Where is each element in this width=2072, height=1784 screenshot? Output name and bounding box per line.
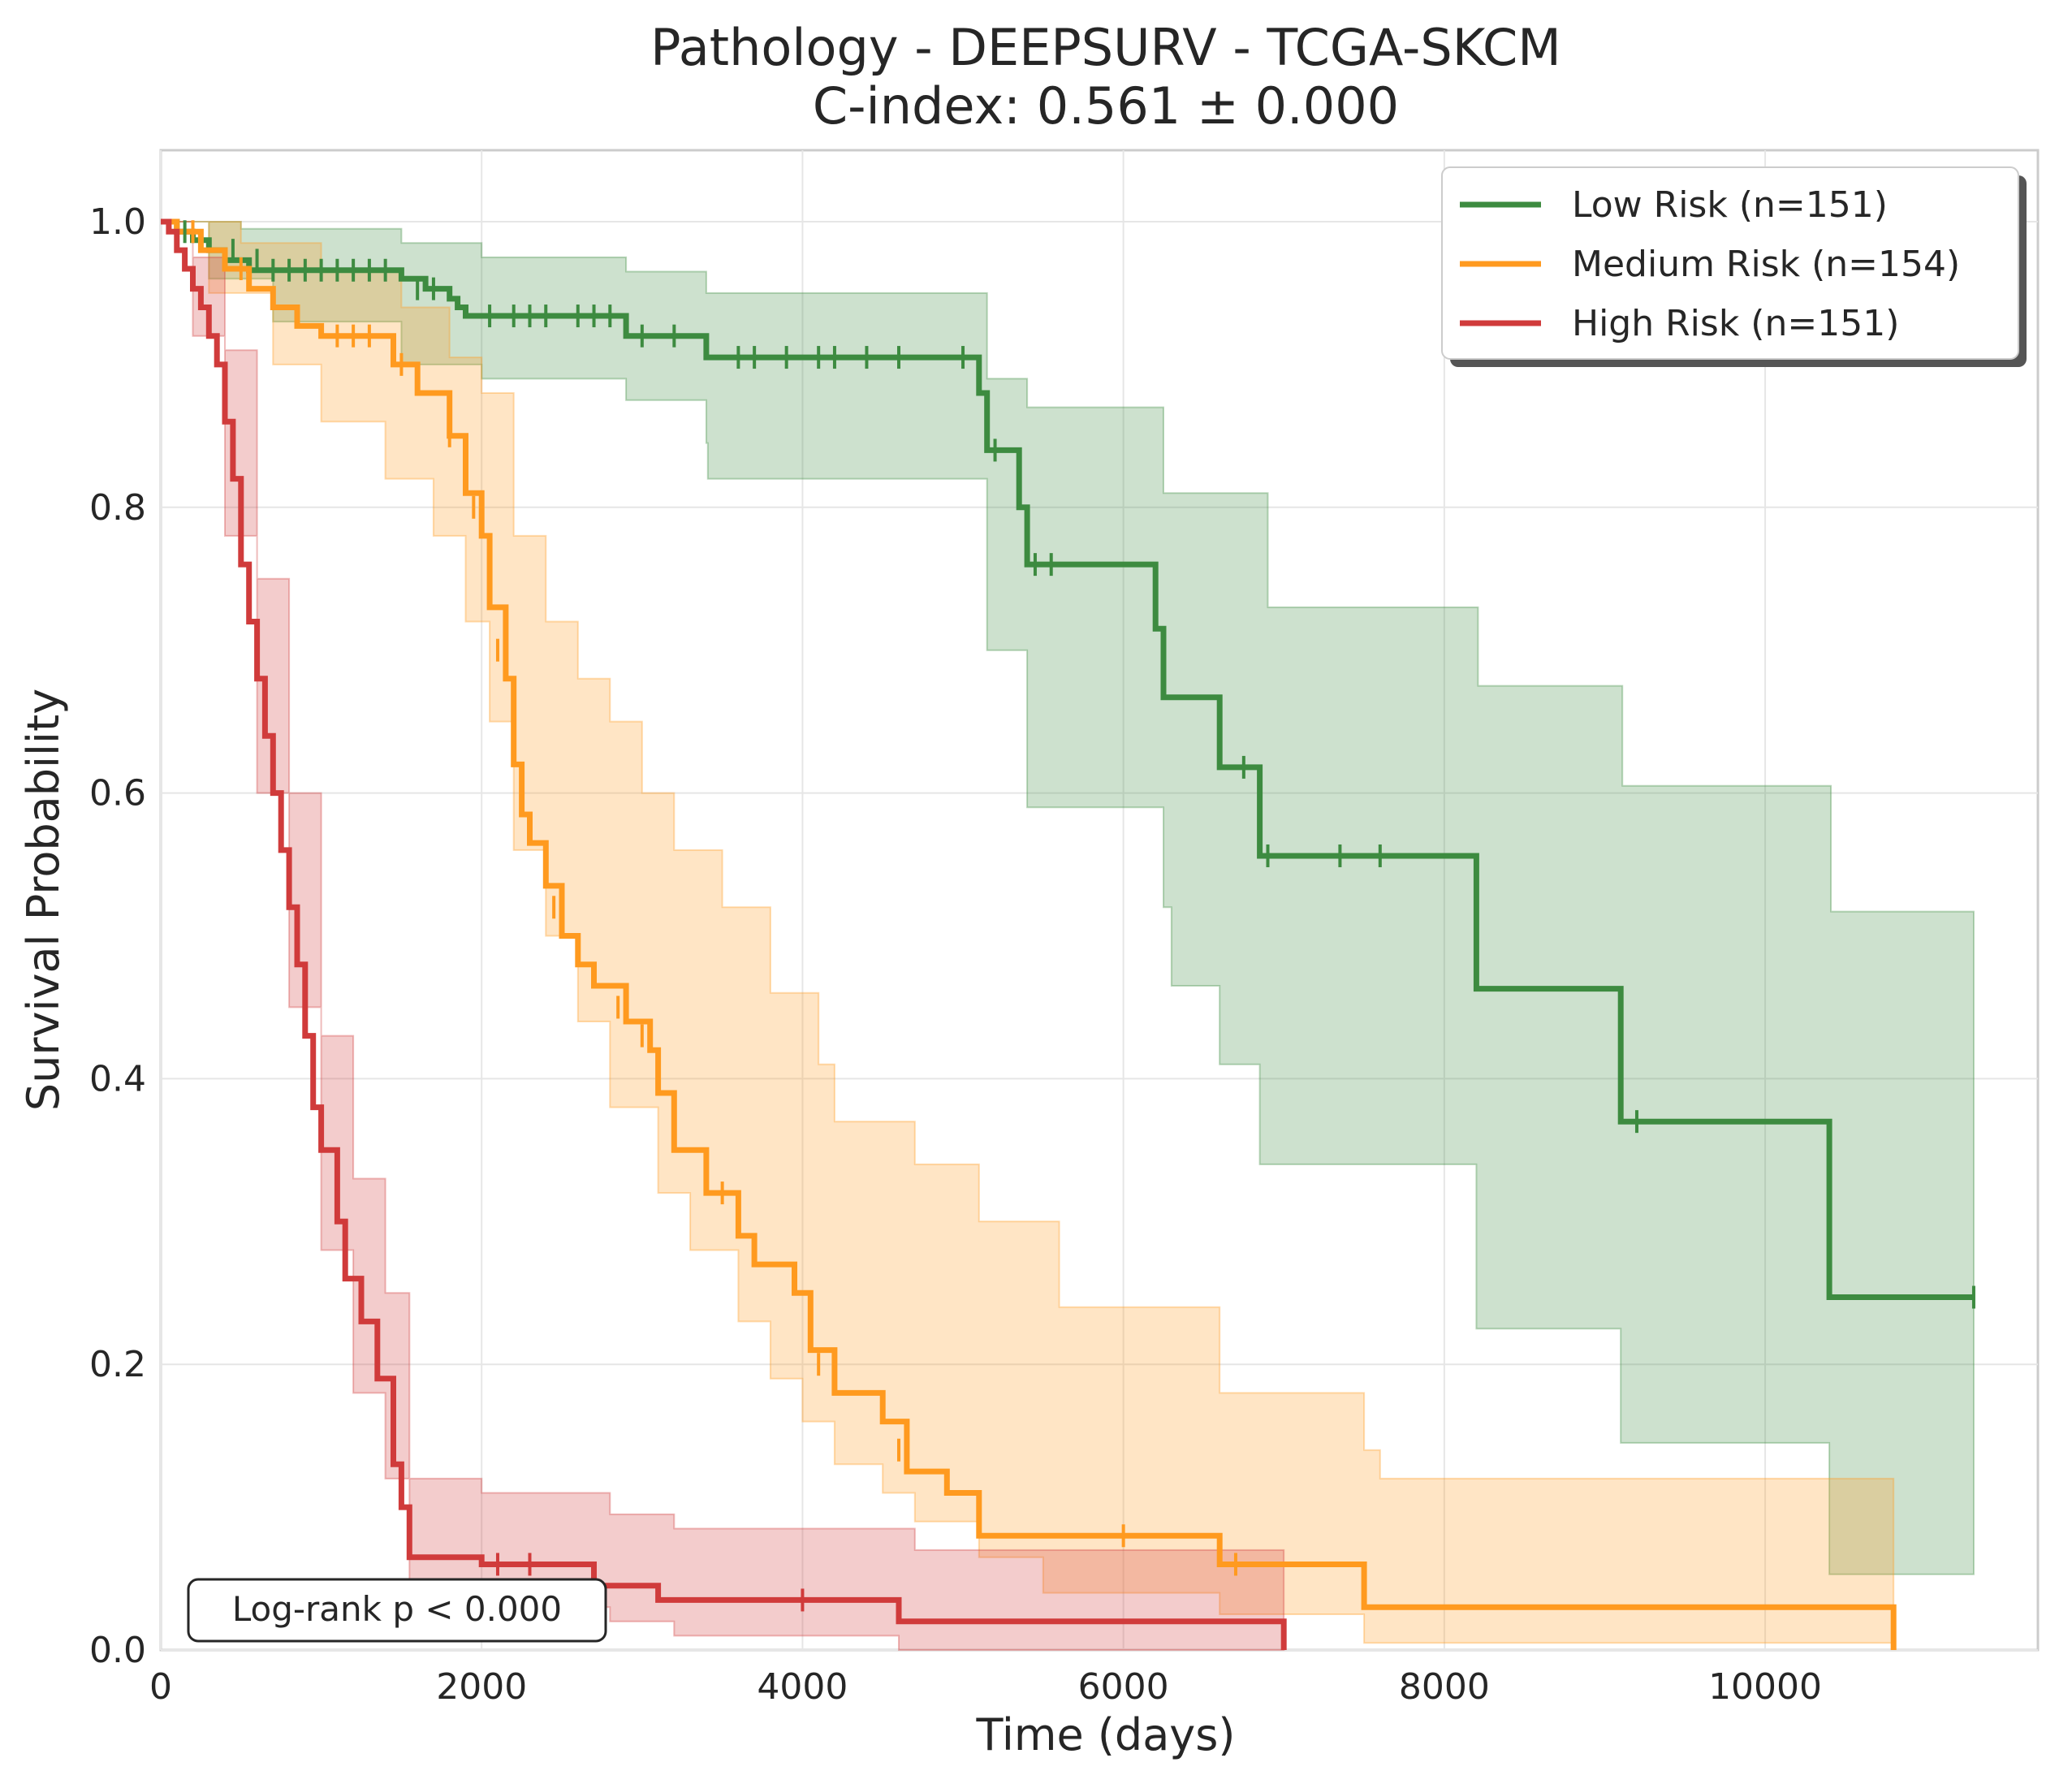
annotation-box xyxy=(187,1578,607,1643)
plot-background xyxy=(159,149,2040,1652)
x-tick-label: 6000 xyxy=(1078,1666,1169,1708)
legend-label: Medium Risk (n=154) xyxy=(1572,244,1960,285)
legend-entries: Low Risk (n=151) Medium Risk (n=154) High … xyxy=(1460,184,1960,344)
y-tick-label: 0.6 xyxy=(89,773,146,814)
y-tick-label: 0.4 xyxy=(89,1058,146,1099)
y-tick-label: 0.8 xyxy=(89,487,146,529)
x-axis-label: Time (days) xyxy=(976,1709,1236,1760)
annotation-text: Log-rank p < 0.000 xyxy=(232,1589,562,1629)
logrank-annotation: Log-rank p < 0.000 xyxy=(187,1578,607,1643)
y-axis-label: Survival Probability xyxy=(18,689,69,1111)
y-tick-label: 1.0 xyxy=(89,201,146,243)
y-tick-label: 0.2 xyxy=(89,1344,146,1385)
censor-marks xyxy=(183,220,1975,1612)
survival-curve-2 xyxy=(161,218,1287,1650)
plot-area xyxy=(159,149,2040,1652)
legend-box xyxy=(1441,166,2019,360)
x-tick-label: 8000 xyxy=(1399,1666,1490,1708)
confidence-bands xyxy=(161,221,1975,1651)
legend: Low Risk (n=151) Medium Risk (n=154) High … xyxy=(1441,166,2027,367)
x-tick-label: 0 xyxy=(149,1666,172,1708)
legend-label: Low Risk (n=151) xyxy=(1572,184,1888,226)
x-tick-label: 4000 xyxy=(757,1666,848,1708)
chart-subtitle: C-index: 0.561 ± 0.000 xyxy=(813,76,1399,136)
legend-label: High Risk (n=151) xyxy=(1572,303,1899,344)
ci-band-0 xyxy=(161,221,1975,1575)
y-axis-ticks: 0.0 0.2 0.4 0.6 0.8 1.0 xyxy=(89,201,146,1671)
x-tick-label: 2000 xyxy=(436,1666,527,1708)
x-axis-ticks: 0 2000 4000 6000 8000 10000 xyxy=(149,1666,1822,1708)
y-tick-label: 0.0 xyxy=(89,1630,146,1671)
x-tick-label: 10000 xyxy=(1708,1666,1822,1708)
chart-title: Pathology - DEEPSURV - TCGA-SKCM xyxy=(650,18,1561,77)
survival-curve-1 xyxy=(161,218,1897,1650)
